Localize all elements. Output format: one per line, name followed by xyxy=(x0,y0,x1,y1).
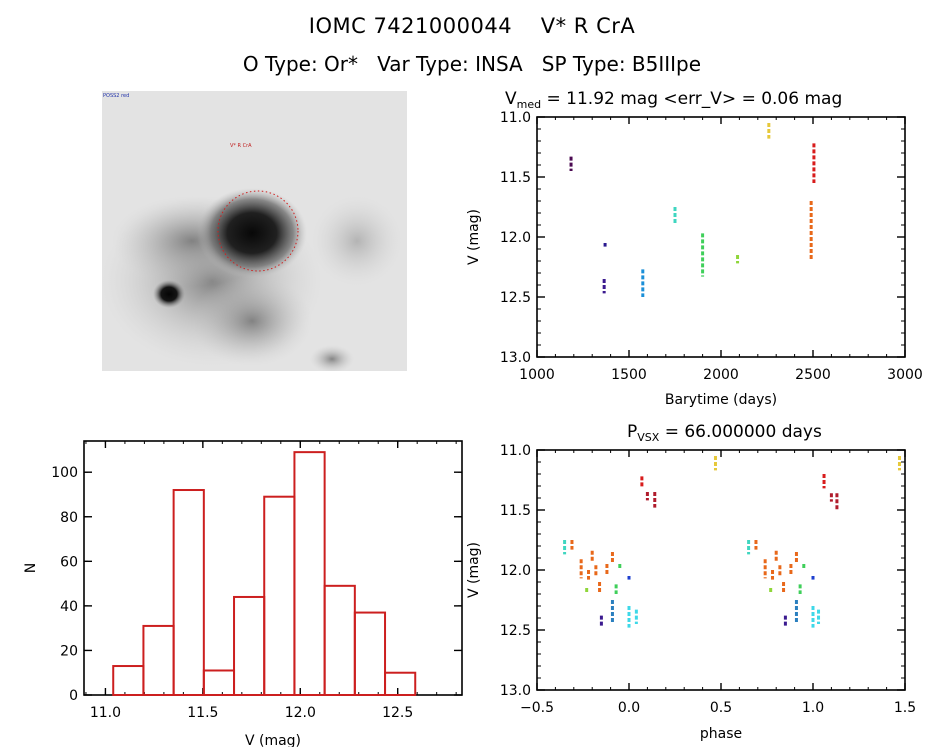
histogram-chart: V (mag) N 11.0 11.5 12.0 12.5 0 20 40 60 80 100 xyxy=(23,440,463,747)
x-tick-label: 11.0 xyxy=(90,705,121,721)
y-tick-label: 0 xyxy=(69,688,78,704)
y-tick-label: 11.0 xyxy=(500,110,531,126)
lightcurve-title: Vmed = 11.92 mag <err_V> = 0.06 mag xyxy=(505,89,842,111)
histogram-bar xyxy=(172,489,205,696)
x-tick-label: 0.5 xyxy=(710,700,732,716)
phased-chart: PVSX = 66.000000 days phase V (mag) −0.5… xyxy=(466,422,916,742)
x-tick-label: 1500 xyxy=(611,367,647,383)
object-title: IOMC 7421000044 V* R CrA xyxy=(308,14,636,38)
y-tick-label: 11.5 xyxy=(500,503,531,519)
histogram-bar xyxy=(233,595,266,696)
y-tick-label: 12.5 xyxy=(500,290,531,306)
svg-text:V* R CrA: V* R CrA xyxy=(230,143,252,149)
histogram-bar xyxy=(353,611,387,696)
y-tick-label: 12.0 xyxy=(500,563,531,579)
y-tick-label: 60 xyxy=(60,554,78,570)
histogram-bar xyxy=(263,495,296,696)
histogram-bar xyxy=(112,665,145,697)
plot-frame xyxy=(536,116,906,358)
lightcurve-chart: Vmed = 11.92 mag <err_V> = 0.06 mag Bary… xyxy=(466,89,923,408)
plot-frame xyxy=(536,449,906,691)
plot-frame xyxy=(83,440,463,696)
sky-image: V* R CrA POSS2 red xyxy=(102,91,407,371)
y-tick-label: 11.0 xyxy=(500,443,531,459)
histogram-xlabel: V (mag) xyxy=(245,733,301,747)
phased-xlabel: phase xyxy=(700,726,742,742)
x-tick-label: 1000 xyxy=(519,367,555,383)
x-tick-label: −0.5 xyxy=(520,700,554,716)
y-tick-label: 80 xyxy=(60,510,78,526)
phased-ylabel: V (mag) xyxy=(466,542,482,598)
aperture-circle xyxy=(217,190,299,272)
x-tick-label: 1.5 xyxy=(894,700,916,716)
y-tick-label: 40 xyxy=(60,599,78,615)
y-tick-label: 12.5 xyxy=(500,623,531,639)
x-tick-label: 12.5 xyxy=(382,705,413,721)
x-tick-label: 0.0 xyxy=(618,700,640,716)
histogram-bar xyxy=(202,669,236,696)
x-tick-label: 2000 xyxy=(703,367,739,383)
x-tick-label: 3000 xyxy=(887,367,923,383)
y-tick-label: 100 xyxy=(51,465,78,481)
y-tick-label: 13.0 xyxy=(500,683,531,699)
histogram-ylabel: N xyxy=(23,563,39,573)
y-tick-label: 20 xyxy=(60,643,78,659)
y-tick-label: 12.0 xyxy=(500,230,531,246)
histogram-bar xyxy=(293,451,326,696)
phased-title: PVSX = 66.000000 days xyxy=(627,422,822,444)
x-tick-label: 2500 xyxy=(795,367,831,383)
histogram-bar xyxy=(384,671,417,697)
x-tick-label: 12.0 xyxy=(285,705,316,721)
histogram-bar xyxy=(323,584,356,697)
x-tick-label: 1.0 xyxy=(802,700,824,716)
svg-text:POSS2 red: POSS2 red xyxy=(103,93,129,99)
y-tick-label: 11.5 xyxy=(500,170,531,186)
histogram-bar xyxy=(142,624,175,696)
lightcurve-ylabel: V (mag) xyxy=(466,209,482,265)
object-types: O Type: Or* Var Type: INSA SP Type: B5II… xyxy=(242,52,702,76)
x-tick-label: 11.5 xyxy=(187,705,218,721)
y-tick-label: 13.0 xyxy=(500,350,531,366)
lightcurve-xlabel: Barytime (days) xyxy=(665,392,777,408)
